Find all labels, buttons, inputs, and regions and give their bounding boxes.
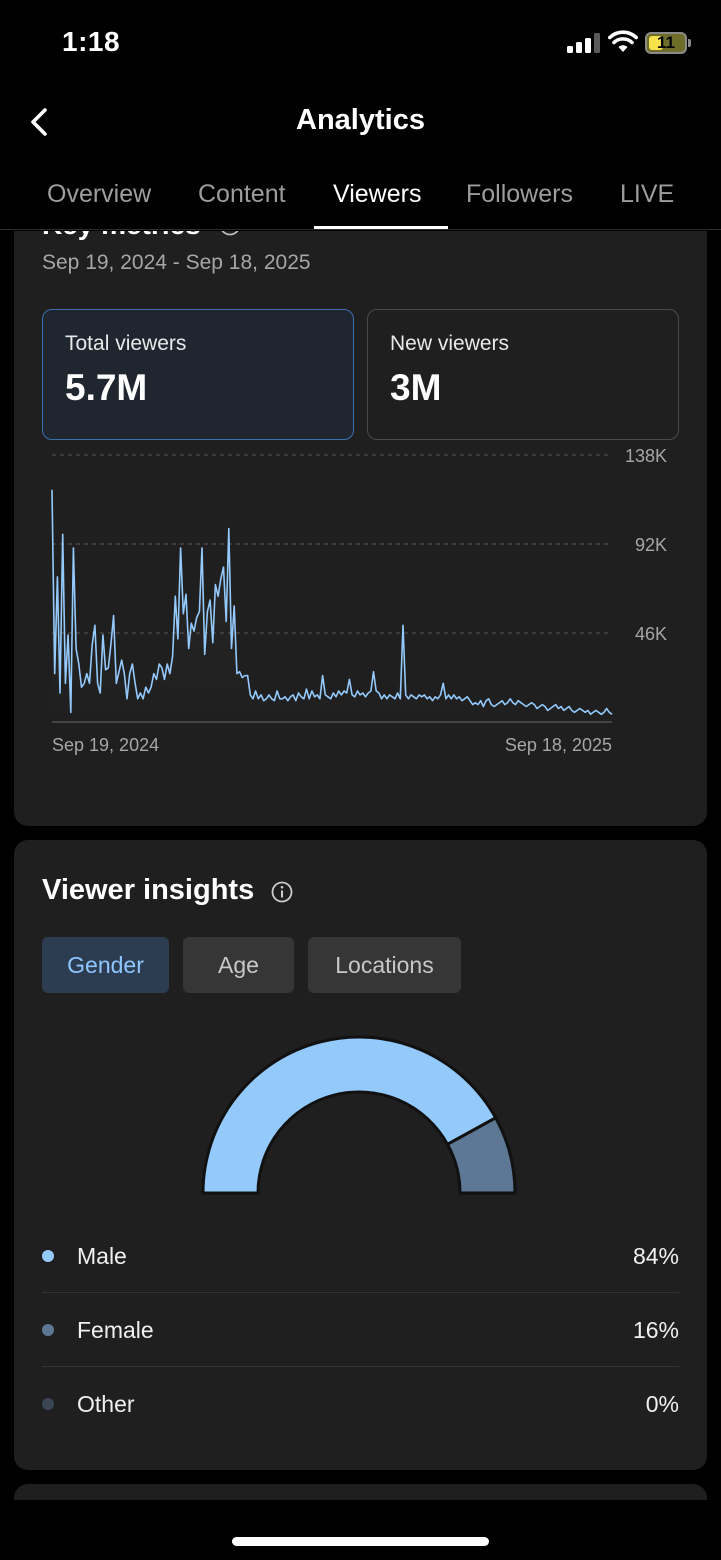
y-tick-label: 138K [625,446,667,466]
battery-level: 11 [657,33,675,52]
page-title: Analytics [296,104,425,136]
donut-slice-female [445,1115,517,1195]
active-tab-indicator [314,226,448,229]
metric-label: New viewers [390,332,510,355]
legend-dot [42,1324,54,1336]
wifi-icon [608,30,638,52]
metric-value: 5.7M [65,367,148,408]
status-bar: 1:18 11 [0,0,721,90]
viewer-insights-title: Viewer insights [42,874,255,906]
legend-value: 84% [632,1243,679,1269]
legend-row-female: Female 16% [42,1293,679,1367]
legend-label: Other [77,1391,135,1417]
viewers-line-chart[interactable]: 138K 92K 46K Sep 19, 2024 Sep 18, 2025 [14,431,707,781]
date-range: Sep 19, 2024 - Sep 18, 2025 [42,251,311,274]
next-card [14,1484,707,1500]
new-viewers-card[interactable]: New viewers 3M [367,309,679,440]
key-metrics-title: Key metrics [42,231,201,241]
legend-value: 16% [632,1317,679,1343]
x-tick-label: Sep 18, 2025 [505,735,612,755]
y-tick-label: 46K [635,624,667,644]
cellular-signal-icon [567,33,600,53]
analytics-tabs: Overview Content Viewers Followers LIVE [0,168,721,230]
legend-label: Female [77,1317,154,1343]
legend-value: 0% [645,1391,679,1417]
x-tick-label: Sep 19, 2024 [52,735,159,755]
total-viewers-card[interactable]: Total viewers 5.7M [42,309,354,440]
tab-overview[interactable]: Overview [47,180,152,208]
gender-half-donut-chart [201,1035,517,1195]
back-button[interactable] [20,102,60,142]
legend-dot [42,1398,54,1410]
series-area [52,489,612,722]
tab-viewers[interactable]: Viewers [333,180,422,208]
legend-label: Male [77,1243,127,1269]
status-time: 1:18 [62,26,121,57]
content-scroll[interactable]: Key metrics Sep 19, 2024 - Sep 18, 2025 … [0,231,721,1500]
info-icon[interactable] [270,880,294,904]
tab-locations[interactable]: Locations [308,937,461,993]
metric-label: Total viewers [65,332,187,355]
legend-dot [42,1250,54,1262]
legend-row-other: Other 0% [42,1367,679,1441]
tab-age[interactable]: Age [183,937,294,993]
metric-value: 3M [390,367,442,408]
info-icon[interactable] [218,231,242,237]
tab-live[interactable]: LIVE [620,180,675,208]
key-metrics-card: Key metrics Sep 19, 2024 - Sep 18, 2025 … [14,231,707,826]
battery-icon: 11 [645,32,691,54]
series-line-total-viewers[interactable] [51,489,613,716]
donut-slice-male [201,1035,498,1195]
tab-gender[interactable]: Gender [42,937,169,993]
y-tick-label: 92K [635,535,667,555]
home-indicator[interactable] [232,1537,489,1546]
tab-content[interactable]: Content [198,180,286,208]
legend-row-male: Male 84% [42,1219,679,1293]
tab-followers[interactable]: Followers [466,180,573,208]
viewer-insights-card: Viewer insights Gender Age Locations Mal… [14,840,707,1470]
